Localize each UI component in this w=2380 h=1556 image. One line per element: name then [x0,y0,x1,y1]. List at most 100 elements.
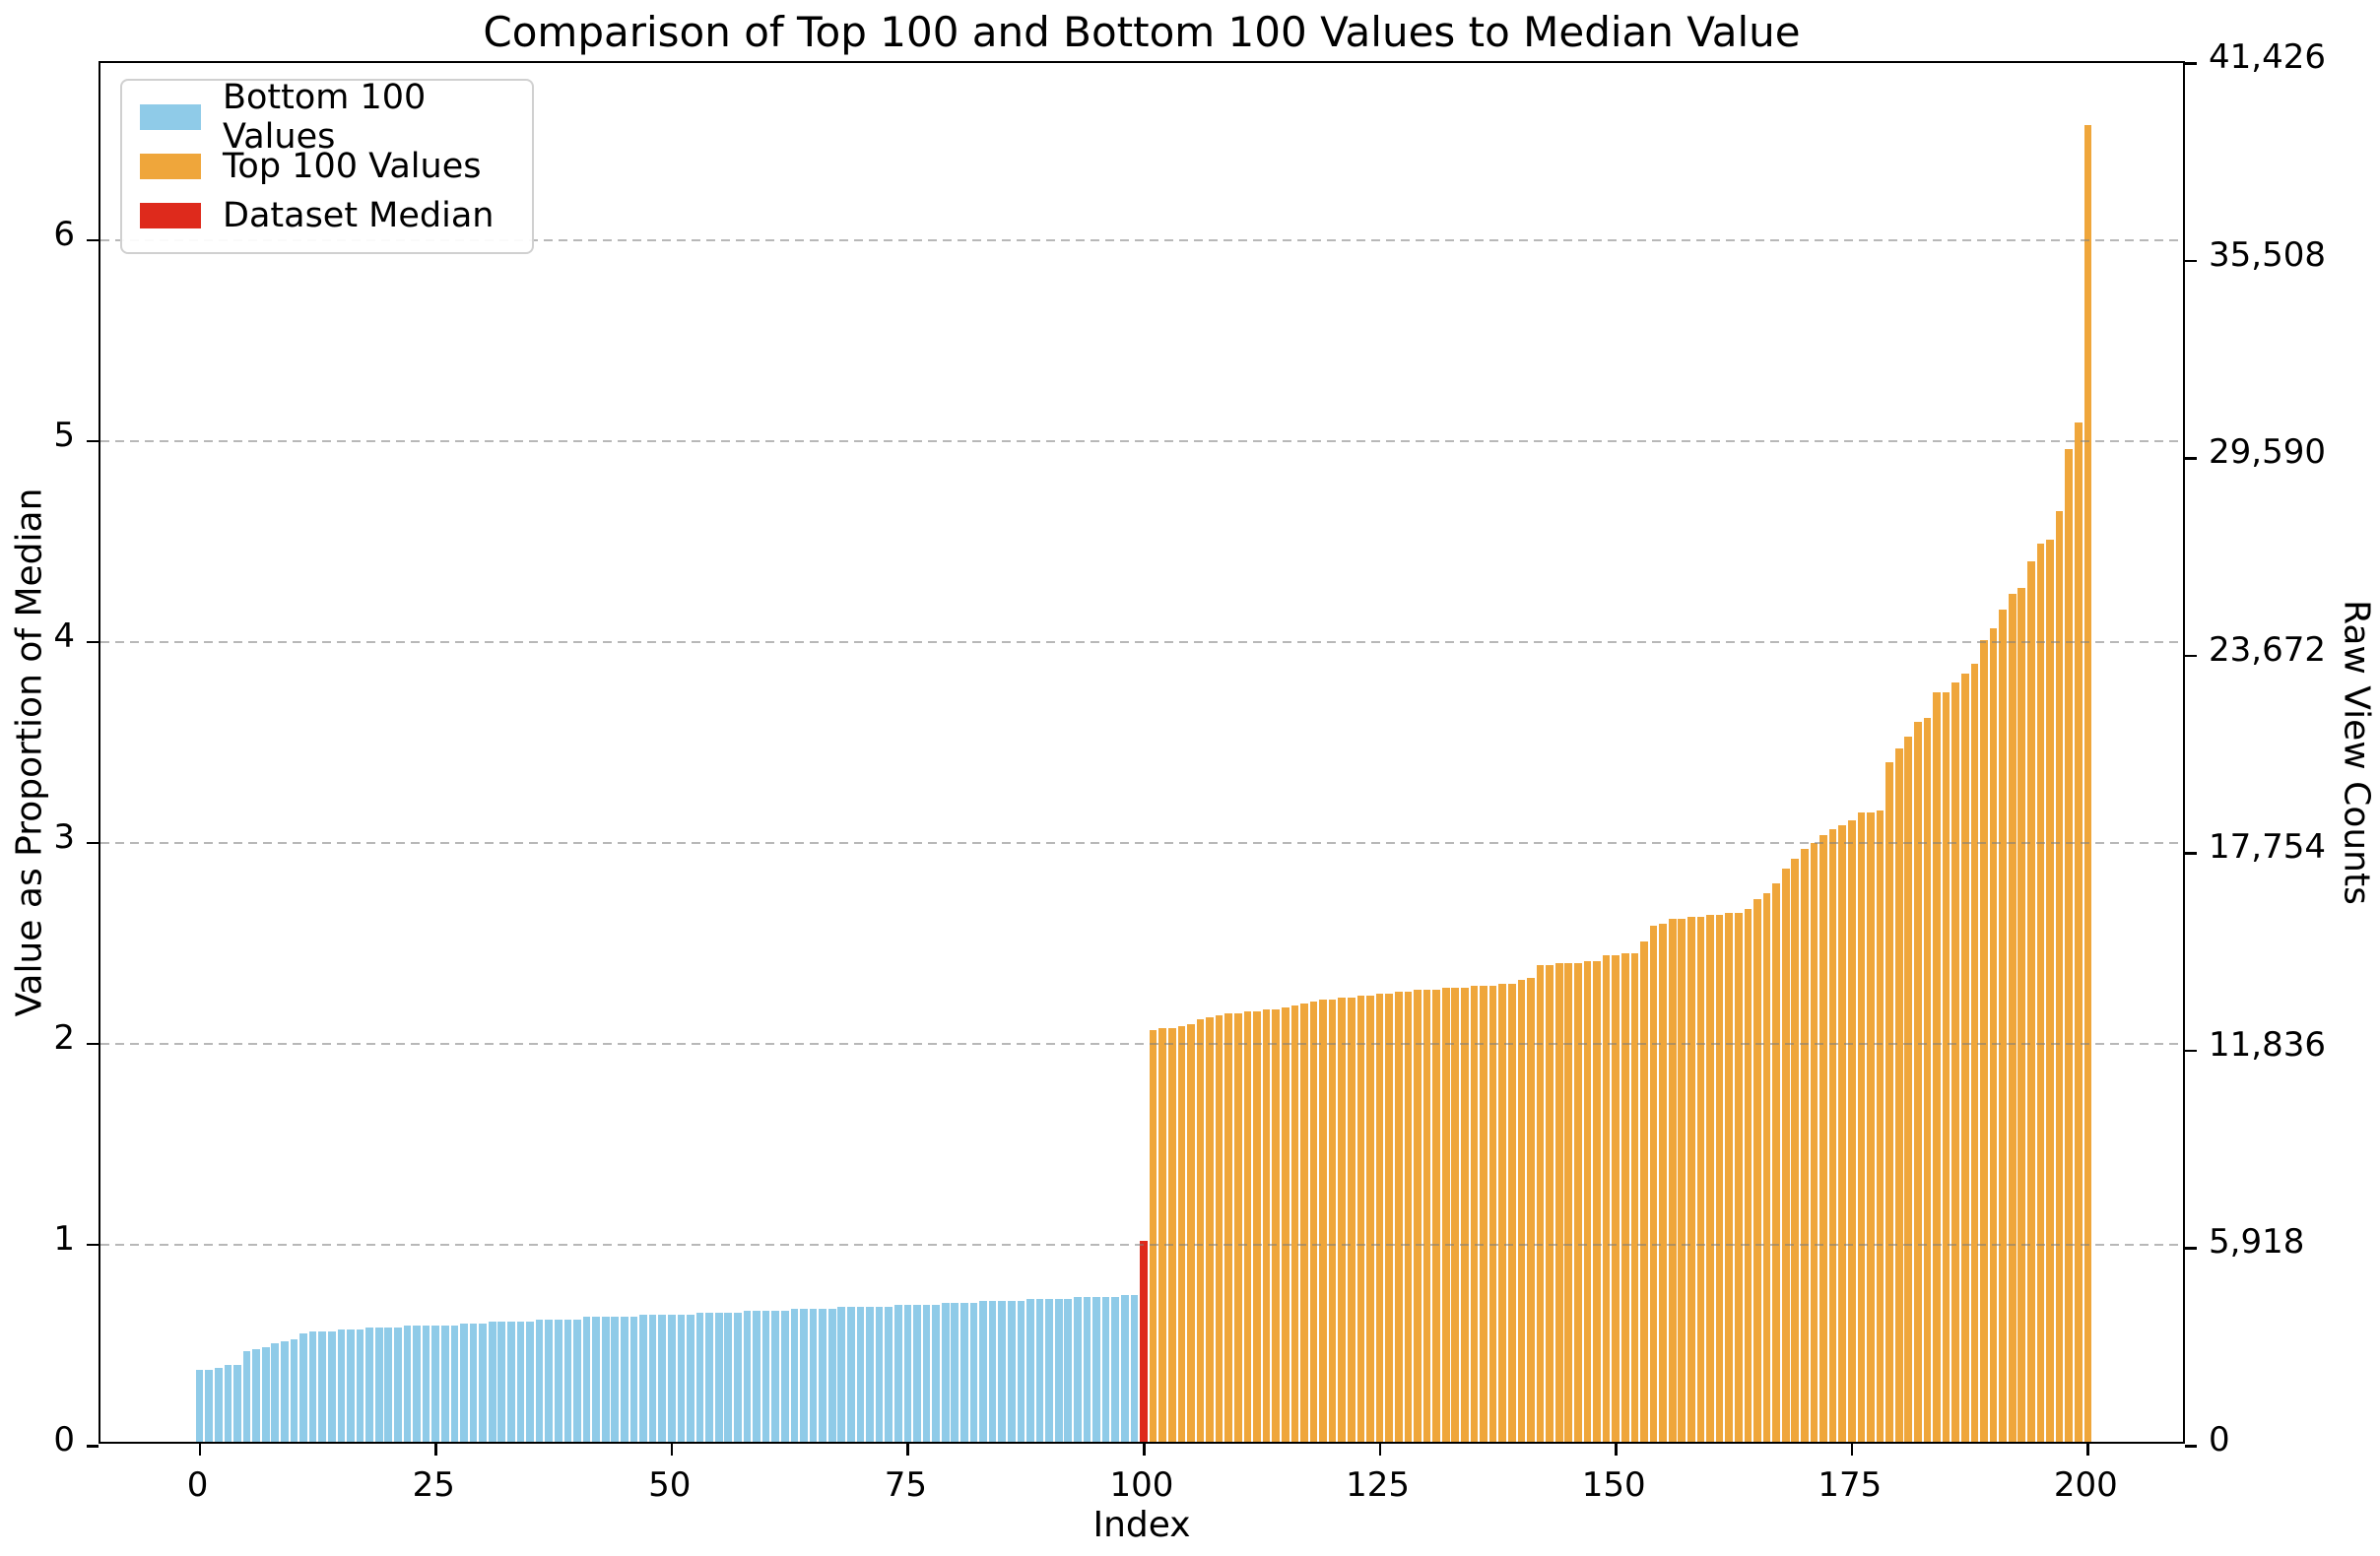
bar-top-100-values [1488,985,1497,1442]
bar-bottom-100-values [431,1325,440,1442]
bar-top-100-values [1620,953,1629,1442]
bar-bottom-100-values [281,1340,289,1442]
bar-top-100-values [1536,965,1545,1442]
bar-bottom-100-values [308,1330,317,1442]
y-tick-mark-left [87,1042,99,1046]
x-tick-label: 150 [1581,1465,1646,1505]
legend-item-bottom-100: Bottom 100 Values [140,78,514,157]
bar-top-100-values [1564,963,1573,1442]
bar-top-100-values [1630,953,1639,1442]
bar-top-100-values [1640,940,1648,1442]
bar-top-100-values [2065,448,2074,1442]
bar-top-100-values [1206,1017,1214,1442]
bar-bottom-100-values [885,1307,893,1442]
y-tick-mark-left [87,841,99,845]
y-tick-label-right: 29,590 [2209,432,2326,473]
gridline-y6 [100,238,2183,241]
y-tick-mark-right [2185,457,2197,460]
bar-bottom-100-values [1120,1295,1129,1442]
x-tick-label: 0 [186,1465,209,1505]
bar-top-100-values [1838,824,1847,1442]
bar-bottom-100-values [724,1313,733,1442]
y-tick-label-left: 0 [53,1420,75,1459]
bar-top-100-values [1215,1015,1223,1442]
x-tick-mark [434,1444,437,1456]
bar-top-100-values [2083,125,2092,1442]
bar-bottom-100-values [866,1307,874,1442]
x-tick-label: 200 [2053,1465,2118,1505]
y-tick-label-left: 6 [53,214,75,254]
bar-bottom-100-values [621,1317,628,1442]
bar-bottom-100-values [969,1303,978,1442]
bar-bottom-100-values [761,1311,770,1442]
bar-top-100-values [1461,987,1469,1442]
bar-bottom-100-values [800,1309,808,1442]
bar-bottom-100-values [847,1307,855,1442]
bar-bottom-100-values [233,1365,241,1442]
bar-top-100-values [1375,993,1384,1442]
bars-layer [100,63,2183,1442]
bar-top-100-values [2046,539,2054,1442]
bar-bottom-100-values [526,1321,534,1442]
bar-bottom-100-values [687,1315,694,1442]
bar-top-100-values [1253,1011,1261,1442]
bar-bottom-100-values [469,1323,478,1442]
bar-bottom-100-values [743,1311,752,1442]
chart-title: Comparison of Top 100 and Bottom 100 Val… [483,8,1801,56]
bar-top-100-values [1574,963,1582,1442]
bar-top-100-values [1762,892,1771,1442]
y-tick-label-left: 1 [53,1218,75,1259]
x-tick-mark [906,1444,909,1456]
bar-top-100-values [1668,919,1677,1442]
bar-top-100-values [1290,1005,1299,1442]
x-tick-label: 25 [412,1465,455,1505]
y-axis-label-right: Raw View Counts [2336,600,2377,905]
bar-top-100-values [1385,993,1393,1442]
y-tick-mark-right [2185,259,2197,263]
y-tick-mark-right [2185,62,2197,65]
bar-bottom-100-values [261,1347,270,1442]
bar-top-100-values [1527,977,1535,1442]
legend: Bottom 100 Values Top 100 Values Dataset… [120,78,534,254]
bar-bottom-100-values [1083,1297,1091,1442]
bar-bottom-100-values [545,1319,554,1442]
bar-top-100-values [1554,963,1563,1442]
bar-bottom-100-values [695,1313,704,1442]
bar-top-100-values [1224,1013,1233,1442]
bar-top-100-values [1583,961,1592,1442]
bar-top-100-values [1894,747,1903,1442]
bar-bottom-100-values [365,1327,373,1442]
bar-bottom-100-values [195,1369,204,1442]
bar-top-100-values [2027,561,2035,1442]
bar-bottom-100-values [771,1311,780,1442]
bar-top-100-values [1744,909,1752,1442]
bar-top-100-values [1593,961,1601,1442]
bar-bottom-100-values [422,1325,430,1442]
bar-top-100-values [1715,915,1724,1442]
bar-top-100-values [1904,736,1913,1442]
bar-top-100-values [1300,1004,1308,1442]
bar-top-100-values [1262,1009,1271,1442]
gridline-y1 [100,1243,2183,1246]
y-tick-label-right: 17,754 [2209,827,2326,868]
bar-dataset-median [1140,1240,1148,1442]
x-tick-mark [198,1444,202,1456]
x-tick-label: 175 [1818,1465,1883,1505]
y-axis-label-left: Value as Proportion of Median [9,487,50,1017]
bar-top-100-values [1243,1011,1252,1442]
y-tick-mark-left [87,238,99,242]
bar-bottom-100-values [1026,1299,1034,1442]
bar-bottom-100-values [205,1369,214,1442]
x-tick-label: 100 [1109,1465,1174,1505]
bar-top-100-values [1602,955,1611,1442]
bar-top-100-values [1432,989,1440,1442]
bar-top-100-values [2074,422,2082,1442]
bar-top-100-values [1828,828,1837,1442]
bar-bottom-100-values [837,1307,846,1442]
y-tick-label-right: 35,508 [2209,234,2326,275]
bar-top-100-values [1942,691,1950,1442]
bar-top-100-values [1659,923,1667,1442]
bar-bottom-100-values [951,1303,959,1442]
bar-bottom-100-values [224,1365,232,1442]
bar-top-100-values [1678,919,1686,1442]
